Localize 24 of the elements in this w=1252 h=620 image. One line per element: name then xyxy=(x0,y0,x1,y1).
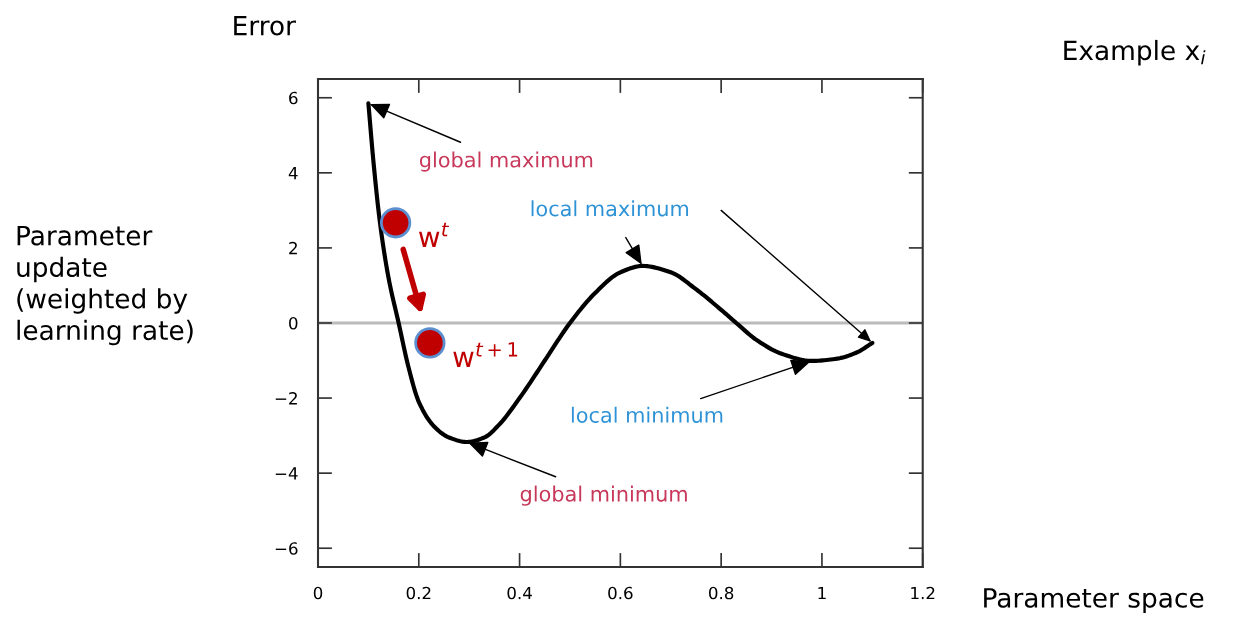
x-tick-label: 0.6 xyxy=(608,586,633,600)
text: Example x$_{i}$ xyxy=(1064,39,1206,66)
x-tick-label: 1 xyxy=(818,586,826,600)
x-tick-label: 1.2 xyxy=(911,586,935,600)
y-tick-label: −4 xyxy=(275,467,298,480)
x-axis-title: Parameter space xyxy=(984,588,1204,613)
annotation: local maximum xyxy=(531,200,689,217)
y-tick-label: 4 xyxy=(288,167,298,180)
y-tick-label: −6 xyxy=(275,542,298,555)
annotation: global minimum xyxy=(520,485,687,506)
y-tick-label: −2 xyxy=(275,392,297,405)
x-tick-label: 0.8 xyxy=(709,586,734,600)
annotation: local minimum xyxy=(571,406,723,423)
y-tick-label: 0 xyxy=(289,316,298,330)
annotation: global maximum xyxy=(419,151,593,172)
text: Error xyxy=(234,15,296,36)
x-tick-label: 0.4 xyxy=(507,586,532,600)
series-label: w$^{t}$ xyxy=(419,222,450,247)
y-axis-title: Parameter update (weighted by learning rate) xyxy=(17,225,193,346)
y-tick-label: 2 xyxy=(289,241,297,255)
x-tick-label: 0 xyxy=(313,586,323,600)
series-label: w$^{t+1}$ xyxy=(453,342,518,368)
y-tick-label: 6 xyxy=(289,91,298,105)
x-tick-label: 0.2 xyxy=(406,586,431,600)
